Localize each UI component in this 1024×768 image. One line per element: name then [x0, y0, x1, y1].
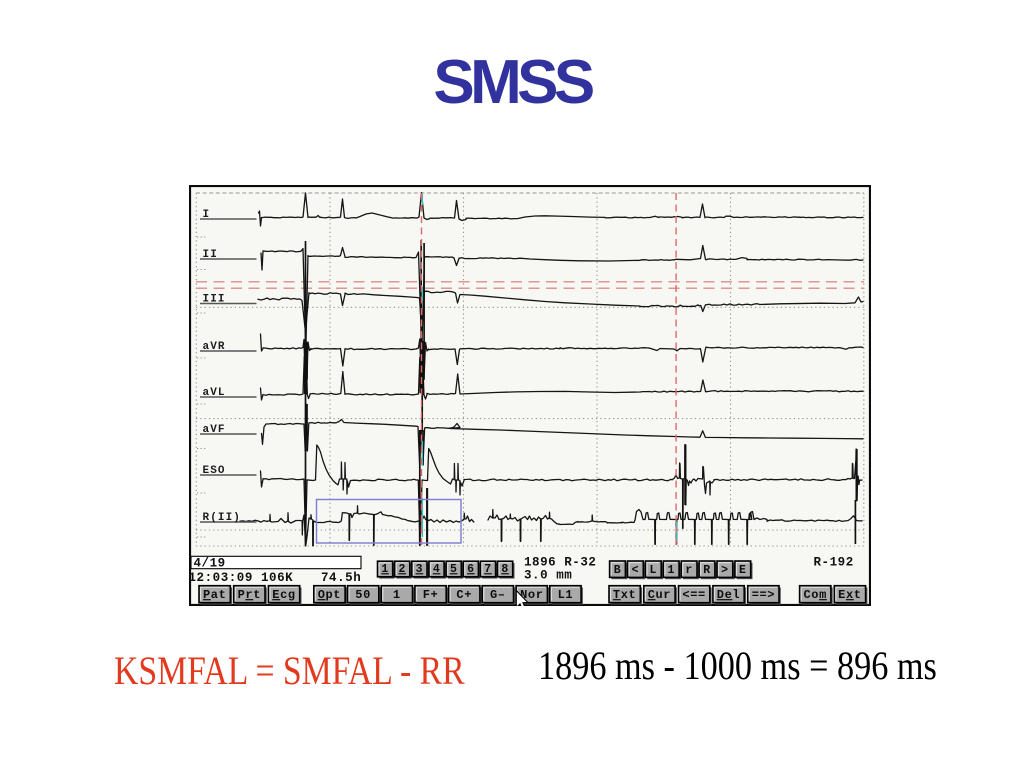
svg-text:1: 1	[667, 564, 675, 577]
svg-text:Txt: Txt	[613, 588, 636, 602]
svg-text:Del: Del	[717, 588, 740, 602]
svg-text:Pat: Pat	[203, 588, 226, 602]
svg-text:Com: Com	[803, 588, 826, 602]
svg-text:>: >	[721, 564, 729, 577]
svg-text:Ext: Ext	[838, 588, 861, 602]
svg-text:3: 3	[416, 563, 424, 576]
svg-text:G–: G–	[490, 588, 506, 602]
svg-text:aVL: aVL	[203, 387, 226, 399]
svg-text:R(II): R(II)	[203, 512, 242, 524]
svg-text:12:03:09: 12:03:09	[189, 571, 253, 585]
svg-text:III: III	[203, 294, 226, 306]
svg-text:ESO: ESO	[203, 465, 226, 477]
svg-text:8: 8	[501, 563, 509, 576]
svg-text:106K: 106K	[261, 571, 293, 585]
svg-text:Ecg: Ecg	[272, 588, 295, 602]
svg-text:5: 5	[450, 563, 458, 576]
svg-text:1896 R-32: 1896 R-32	[524, 555, 596, 569]
svg-text:==>: ==>	[752, 588, 775, 602]
svg-text:R: R	[703, 564, 711, 577]
svg-text:74.5h: 74.5h	[321, 571, 361, 585]
svg-text:R-192: R-192	[814, 555, 854, 569]
svg-text:L1: L1	[558, 588, 574, 602]
svg-text:7: 7	[484, 563, 492, 576]
svg-text:Opt: Opt	[318, 588, 341, 602]
svg-text:2: 2	[398, 563, 406, 576]
svg-text:50: 50	[355, 588, 371, 602]
svg-text:E: E	[739, 564, 747, 577]
svg-text:Prt: Prt	[238, 588, 261, 602]
svg-text:B: B	[614, 564, 622, 577]
svg-text:4: 4	[433, 563, 441, 576]
svg-text:6: 6	[467, 563, 475, 576]
svg-text:<==: <==	[682, 588, 705, 602]
svg-text:1: 1	[381, 563, 389, 576]
svg-text:II: II	[203, 249, 218, 261]
svg-text:Nor: Nor	[520, 588, 543, 602]
svg-text:Cur: Cur	[648, 588, 671, 602]
svg-text:r: r	[685, 564, 693, 577]
svg-text:aVR: aVR	[203, 341, 226, 353]
svg-text:C+: C+	[456, 588, 472, 602]
svg-text:3.0 mm: 3.0 mm	[524, 568, 572, 582]
svg-text:aVF: aVF	[203, 424, 226, 436]
svg-text:<: <	[632, 564, 640, 577]
svg-text:L: L	[650, 564, 658, 577]
svg-text:1: 1	[393, 588, 401, 602]
svg-text:F+: F+	[423, 588, 439, 602]
svg-text:I: I	[203, 209, 211, 221]
svg-text:4/19: 4/19	[194, 556, 226, 570]
